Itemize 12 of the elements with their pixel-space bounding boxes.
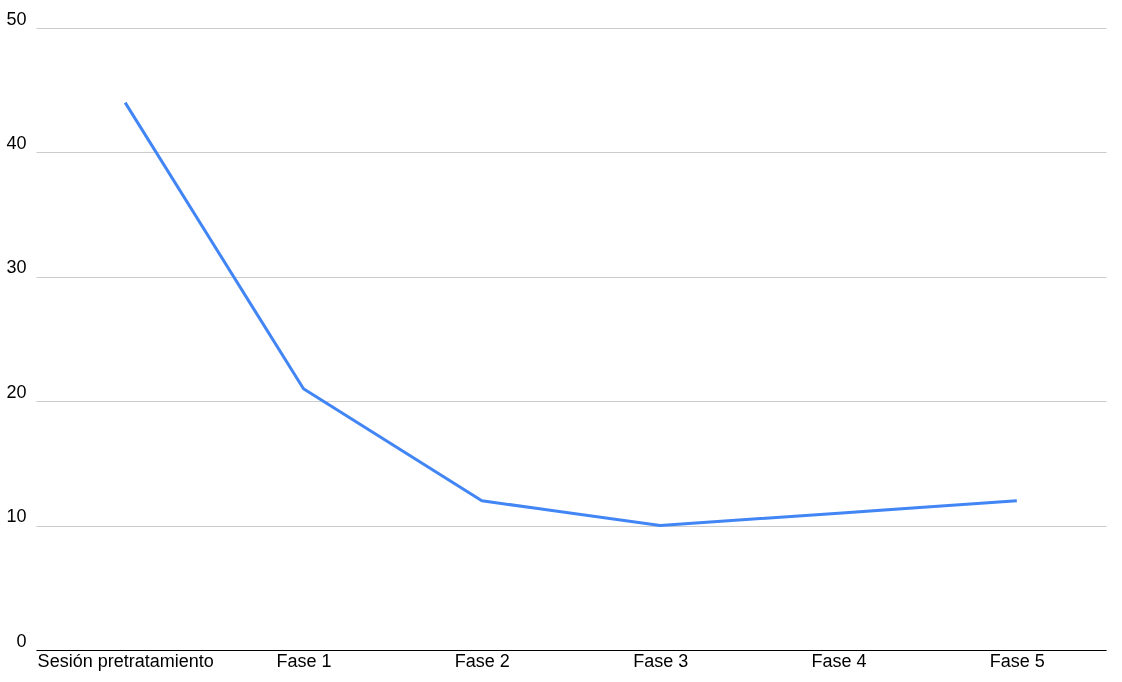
- y-tick-label: 40: [6, 132, 27, 153]
- y-tick-label: 50: [6, 8, 27, 29]
- y-tick-label: 10: [6, 506, 27, 527]
- y-tick-label: 20: [6, 381, 27, 402]
- x-tick-label: Fase 3: [633, 650, 689, 671]
- x-tick-label: Fase 5: [989, 650, 1045, 671]
- x-tick-label: Fase 2: [454, 650, 510, 671]
- y-tick-label: 30: [6, 257, 27, 278]
- y-tick-label: 0: [16, 630, 27, 651]
- x-tick-label: Fase 1: [276, 650, 332, 671]
- x-tick-label: Fase 4: [811, 650, 867, 671]
- x-tick-label: Sesión pretratamiento: [37, 650, 214, 671]
